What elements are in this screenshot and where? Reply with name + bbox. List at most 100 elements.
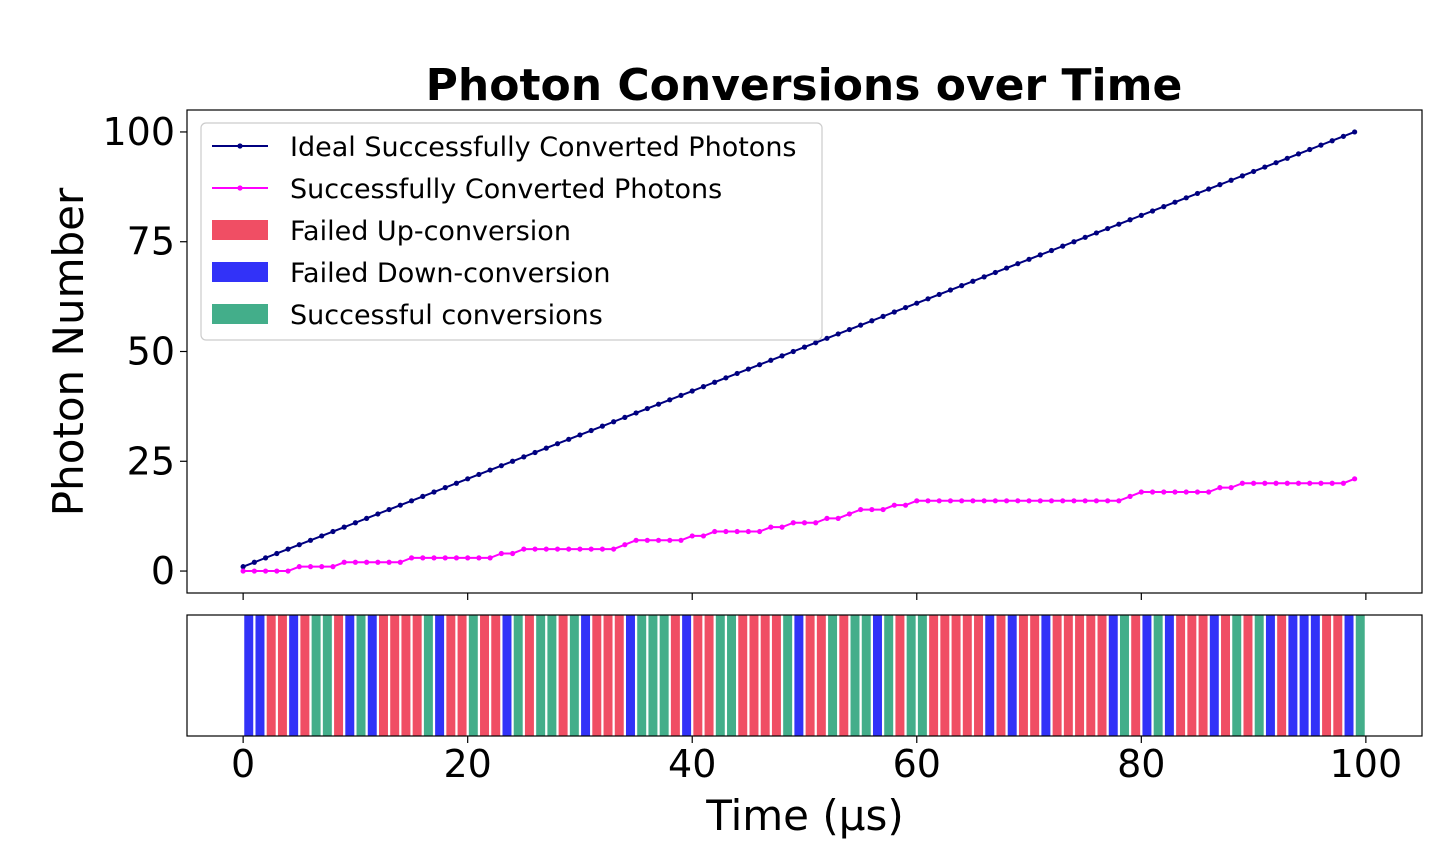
converted-photons-point (285, 568, 291, 574)
ideal-photons-point (1228, 177, 1234, 183)
status-bar (502, 615, 512, 736)
status-bar (771, 615, 781, 736)
converted-photons-point (678, 537, 684, 543)
converted-photons-point (644, 537, 650, 543)
converted-photons-point (554, 546, 561, 552)
ideal-photons-point (1183, 195, 1189, 201)
converted-photons-point (274, 568, 280, 574)
ideal-photons-point (891, 309, 897, 315)
converted-photons-point (296, 564, 302, 570)
status-bar (300, 615, 310, 736)
status-bar (760, 615, 770, 736)
ideal-photons-point (566, 436, 572, 442)
ideal-photons-point (1206, 186, 1212, 192)
ideal-photons-point (667, 397, 673, 403)
converted-photons-point (611, 546, 617, 552)
status-bar (1108, 615, 1118, 736)
x-tick-label: 100 (1330, 742, 1403, 786)
converted-photons-point (307, 564, 314, 570)
ideal-photons-point (352, 520, 359, 526)
converted-photons-point (734, 528, 740, 535)
converted-photons-point (1250, 480, 1257, 486)
ideal-photons-point (947, 287, 954, 293)
converted-photons-point (599, 546, 606, 552)
status-bar (289, 615, 299, 736)
status-bar (558, 615, 568, 736)
converted-photons-point (577, 546, 583, 552)
status-bar (412, 615, 422, 736)
status-bar (1153, 615, 1163, 736)
y-tick-label: 100 (102, 110, 175, 154)
ideal-photons-point (902, 304, 909, 311)
ideal-photons-point (644, 405, 650, 412)
status-bar (794, 615, 804, 736)
ideal-photons-point (712, 379, 718, 385)
converted-photons-point (1262, 480, 1268, 486)
status-bar (985, 615, 995, 736)
ideal-photons-point (386, 506, 392, 513)
ideal-photons-point (1307, 146, 1313, 153)
ideal-photons-point (936, 291, 942, 298)
status-bar (738, 615, 748, 736)
converted-photons-point (959, 498, 965, 504)
converted-photons-point (1284, 480, 1290, 486)
status-bar (524, 615, 534, 736)
legend-label: Failed Up-conversion (290, 216, 571, 247)
status-bar (693, 615, 703, 736)
x-tick-label: 80 (1117, 742, 1165, 786)
converted-photons-point (1194, 489, 1201, 495)
ideal-photons-point (925, 296, 931, 302)
status-bar (929, 615, 939, 736)
converted-photons-point (262, 568, 269, 574)
status-bar (1232, 615, 1242, 736)
ideal-photons-point (521, 454, 527, 460)
status-bar (322, 615, 332, 736)
converted-photons-point (1071, 498, 1077, 504)
status-bar (648, 615, 658, 736)
status-bar (1265, 615, 1275, 736)
status-bar (1052, 615, 1062, 736)
converted-photons-point (1340, 480, 1347, 486)
converted-photons-point (1026, 498, 1032, 504)
status-bar (1288, 615, 1298, 736)
status-bar (1007, 615, 1017, 736)
status-bar (962, 615, 972, 736)
ideal-photons-point (1172, 199, 1178, 205)
ideal-photons-point (285, 546, 291, 552)
converted-photons-point (251, 568, 257, 574)
status-bar (1209, 615, 1219, 736)
legend-label: Failed Down-conversion (290, 258, 611, 289)
status-bar (311, 615, 321, 736)
converted-photons-point (947, 498, 954, 504)
status-bar (401, 615, 411, 736)
converted-photons-point (1060, 498, 1066, 504)
converted-photons-point (1138, 489, 1144, 495)
status-bar (670, 615, 680, 736)
status-bar (783, 615, 793, 736)
status-bar (1131, 615, 1141, 736)
legend-label: Ideal Successfully Converted Photons (290, 132, 797, 163)
conversion-status-bars (244, 615, 1365, 736)
converted-photons-point (1149, 489, 1156, 495)
converted-photons-point (1307, 480, 1313, 486)
converted-photons-line (243, 477, 1356, 573)
ideal-photons-point (476, 471, 482, 478)
converted-photons-point (869, 506, 875, 513)
status-bar (277, 615, 287, 736)
ideal-photons-point (723, 375, 729, 381)
converted-photons-point (835, 515, 841, 521)
ideal-photons-point (1060, 243, 1066, 249)
ideal-photons-point (341, 524, 347, 530)
ideal-photons-point (420, 493, 426, 499)
converted-photons-point (588, 546, 594, 552)
status-bar (547, 615, 557, 736)
x-tick-label: 60 (893, 742, 941, 786)
converted-photons-point (397, 559, 403, 565)
status-bar (367, 615, 377, 736)
converted-photons-point (880, 506, 886, 513)
ideal-photons-point (431, 489, 437, 495)
status-bar (625, 615, 635, 736)
legend-label: Successful conversions (290, 300, 603, 331)
legend-patch-swatch (212, 304, 268, 324)
status-bar (704, 615, 714, 736)
